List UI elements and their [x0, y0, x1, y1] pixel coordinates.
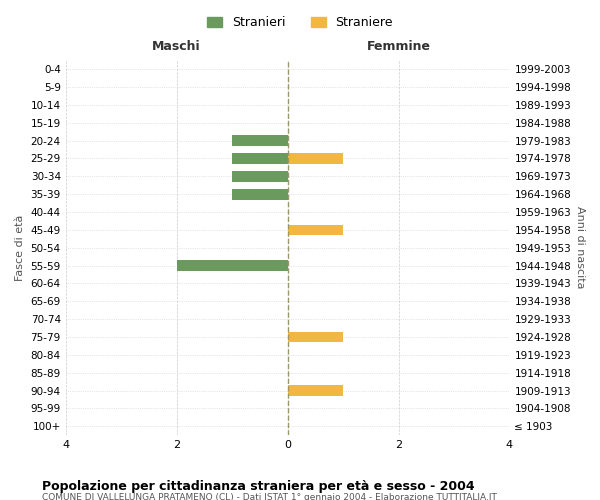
Bar [287, 153, 343, 164]
Bar [232, 171, 287, 181]
Bar [287, 224, 343, 235]
Text: Popolazione per cittadinanza straniera per età e sesso - 2004: Popolazione per cittadinanza straniera p… [42, 480, 475, 493]
Bar [232, 189, 287, 200]
Text: COMUNE DI VALLELUNGA PRATAMENO (CL) - Dati ISTAT 1° gennaio 2004 - Elaborazione : COMUNE DI VALLELUNGA PRATAMENO (CL) - Da… [42, 492, 497, 500]
Legend: Stranieri, Straniere: Stranieri, Straniere [202, 11, 398, 34]
Bar [176, 260, 287, 271]
Y-axis label: Anni di nascita: Anni di nascita [575, 206, 585, 289]
Text: Maschi: Maschi [152, 40, 201, 53]
Bar [232, 153, 287, 164]
Bar [232, 136, 287, 146]
Text: Femmine: Femmine [367, 40, 431, 53]
Y-axis label: Fasce di età: Fasce di età [15, 214, 25, 281]
Bar [287, 332, 343, 342]
Bar [287, 385, 343, 396]
